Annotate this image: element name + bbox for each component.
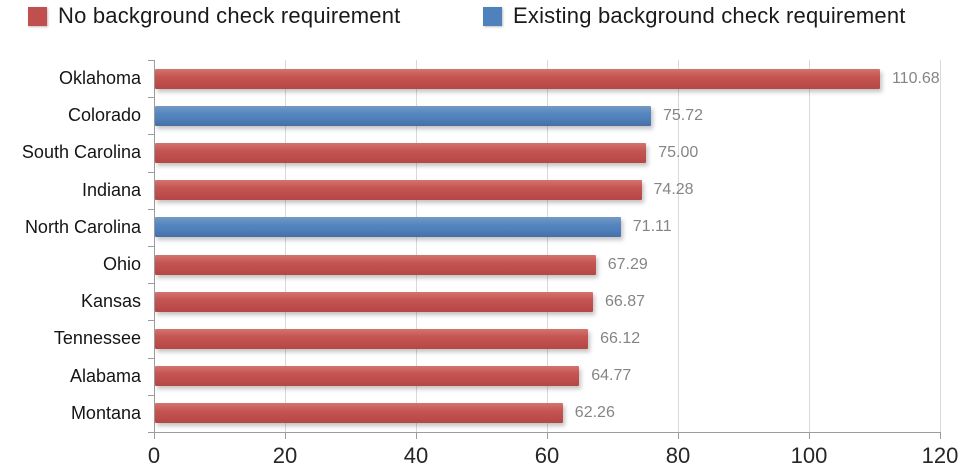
value-label: 74.28 [653, 181, 694, 199]
x-axis-tick [547, 432, 548, 439]
value-label: 64.77 [591, 367, 632, 385]
gridline [547, 60, 548, 432]
legend-item-no-check: No background check requirement [28, 2, 401, 30]
legend-label: Existing background check requirement [513, 3, 906, 28]
value-label: 71.11 [632, 218, 672, 236]
value-label: 110.68 [891, 69, 940, 87]
x-axis-tick-label: 80 [665, 443, 691, 467]
bar-indiana [155, 180, 642, 201]
bar-north-carolina [155, 217, 621, 238]
bar-tennessee [155, 329, 589, 349]
gridline [940, 60, 941, 432]
value-label: 66.12 [600, 329, 641, 347]
category-label: Colorado [67, 105, 141, 126]
gridline [416, 60, 417, 432]
legend-label: No background check requirement [58, 3, 401, 28]
value-label: 67.29 [607, 255, 648, 273]
y-axis-tick [148, 283, 154, 285]
legend-swatch-blue [483, 6, 502, 26]
category-label: South Carolina [21, 142, 141, 163]
y-axis-tick [148, 60, 154, 61]
y-axis-tick [148, 97, 154, 99]
x-axis-tick [940, 432, 941, 439]
x-axis-tick [285, 432, 286, 439]
y-axis-tick [148, 134, 154, 136]
bar-kansas [155, 291, 593, 312]
y-axis-line [154, 60, 155, 432]
gridline [809, 60, 810, 432]
value-label: 75.72 [662, 106, 703, 124]
category-label: Tennessee [53, 328, 141, 349]
x-axis-tick [416, 432, 417, 439]
y-axis-tick [148, 357, 154, 359]
y-axis-tick [148, 208, 154, 210]
x-axis-tick [809, 432, 810, 439]
y-axis-tick [148, 171, 154, 173]
bar-colorado [155, 105, 651, 126]
gridline [678, 60, 679, 432]
category-label: Alabama [69, 365, 141, 386]
bar-south-carolina [155, 143, 647, 163]
category-label: Indiana [81, 179, 141, 200]
bar-oklahoma [155, 68, 880, 89]
value-label: 75.00 [658, 143, 699, 161]
bar-ohio [155, 254, 596, 275]
y-axis-tick [148, 246, 154, 247]
x-axis-line [148, 432, 940, 433]
x-axis-tick-label: 100 [790, 443, 828, 467]
bar-montana [155, 403, 563, 424]
x-axis-tick-label: 20 [272, 443, 298, 467]
x-axis-tick [678, 432, 679, 439]
x-axis-tick-label: 60 [534, 443, 560, 467]
bar-alabama [155, 366, 580, 387]
value-label: 62.26 [574, 404, 615, 422]
category-label: Ohio [102, 254, 141, 275]
y-axis-tick [148, 320, 154, 322]
category-label: Montana [70, 402, 141, 423]
x-axis-tick [154, 432, 155, 439]
gridline [285, 60, 286, 432]
x-axis-tick-label: 120 [921, 443, 959, 467]
value-label: 66.87 [604, 292, 646, 310]
category-label: North Carolina [24, 216, 141, 237]
x-axis-tick-label: 40 [403, 443, 429, 467]
legend-item-existing-check: Existing background check requirement [483, 2, 906, 30]
legend-swatch-red [28, 6, 47, 26]
x-axis-tick-label: 0 [147, 443, 161, 467]
category-label: Kansas [80, 291, 141, 312]
y-axis-tick [148, 432, 154, 433]
category-label: Oklahoma [58, 68, 141, 89]
y-axis-tick [148, 394, 154, 396]
